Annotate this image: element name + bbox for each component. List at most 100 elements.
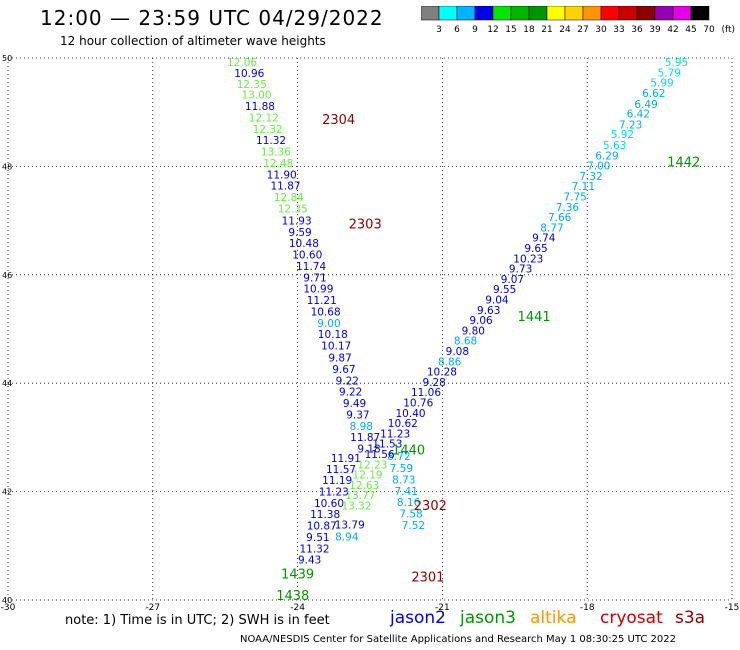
swh-value: 11.57 [326,464,356,476]
swh-value: 11.32 [299,543,329,555]
colorbar-label: 9 [472,25,478,35]
swh-value: 9.43 [298,555,321,567]
swh-value: 9.80 [462,325,485,337]
swh-value: 10.17 [321,341,351,353]
swh-value: 8.86 [438,356,462,368]
swh-value: 9.67 [332,364,355,376]
swh-value: 5.99 [650,78,673,90]
swh-value: 7.59 [390,463,413,475]
swh-value: 11.23 [380,428,410,440]
colorbar-label: 39 [649,25,661,35]
pass-label: 2303 [349,218,382,233]
colorbar-swatch [690,6,710,21]
swh-value: 10.76 [403,398,433,410]
swh-value: 9.22 [336,375,359,387]
lon-tick-label: -24 [290,603,305,613]
lat-tick-label: 48 [2,162,12,171]
colorbar-label: 33 [613,25,624,35]
swh-value: 13.79 [335,519,365,531]
lon-tick-label: -21 [435,603,450,613]
swh-value: 9.49 [343,398,366,410]
colorbar-label: 30 [595,25,607,35]
pass-label: 1439 [281,567,314,582]
swh-value: 7.36 [556,202,580,214]
lon-tick-label: -18 [580,603,595,613]
swh-value: 11.87 [271,181,301,193]
swh-value: 11.87 [350,432,380,444]
swh-value: 11.06 [411,387,441,399]
swh-value: 12.32 [253,124,283,136]
swh-value: 12.19 [353,470,383,482]
swh-value: 11.32 [256,135,286,147]
swh-value: 9.04 [485,295,509,307]
swh-value: 9.06 [469,315,493,327]
colorbar-label: 70 [703,25,715,35]
swh-value: 5.63 [603,140,626,152]
swh-value: 10.60 [314,498,344,510]
swh-value: 5.95 [665,57,688,69]
swh-value: 10.48 [289,238,319,250]
lon-tick-label: -27 [145,603,160,613]
swh-value: 6.42 [627,109,650,121]
swh-value: 6.29 [595,150,618,162]
swh-value: 10.40 [396,408,426,420]
footer-credit: NOAA/NESDIS Center for Satellite Applica… [240,634,676,645]
swh-value: 10.99 [303,284,333,296]
swh-value: 7.41 [395,486,418,498]
swh-value: 9.18 [357,444,380,456]
swh-value: 7.23 [619,119,642,131]
colorbar-label: 6 [454,25,460,35]
swh-value: 9.65 [524,243,547,255]
swh-value: 12.35 [237,79,267,91]
swh-value: 7.75 [563,192,586,204]
swh-value: 11.74 [296,261,326,273]
colorbar-label: 42 [667,25,678,35]
swh-value: 7.58 [399,509,422,521]
colorbar-unit: (ft) [721,25,735,35]
colorbar-label: 27 [577,25,588,35]
page-subtitle: 12 hour collection of altimeter wave hei… [60,34,326,48]
swh-value: 11.23 [319,486,349,498]
swh-value: 9.37 [346,409,369,421]
swh-value: 6.62 [642,88,665,100]
swh-value: 12.06 [227,57,257,69]
swh-value: 12.35 [278,203,308,215]
lat-tick-label: 42 [2,488,12,497]
swh-value: 11.90 [267,169,297,181]
swh-value: 12.23 [357,459,387,471]
colorbar-label: 18 [523,25,535,35]
swh-value: 9.59 [288,227,311,239]
satellite-cryosat: cryosat [600,608,663,628]
lat-tick-label: 40 [2,596,12,605]
swh-value: 8.73 [392,474,415,486]
color-scale-legend: 3 6 9 12 15 18 21 24 27 30 33 36 39 42 45 70 (ft) [421,6,735,35]
swh-value: 13.32 [341,500,371,512]
swh-value: 13.36 [261,147,291,159]
swh-value: 9.55 [493,284,516,296]
swh-value: 11.38 [310,509,340,521]
pass-label: 2304 [322,113,355,128]
swh-value: 11.19 [322,475,352,487]
page-title: 12:00 — 23:59 UTC 04/29/2022 [40,6,384,30]
swh-value: 7.11 [572,181,595,193]
satellite-jason2: jason2 [390,608,446,628]
satellite-altika: altika [530,608,577,628]
lat-tick-label: 44 [2,379,12,388]
swh-value: 6.49 [634,99,657,111]
swh-value: 10.68 [311,306,341,318]
swh-value: 9.51 [306,532,329,544]
swh-value: 9.73 [509,264,532,276]
pass-label: 1438 [276,589,309,604]
colorbar-label: 12 [487,25,498,35]
swh-value: 5.79 [658,67,681,79]
swh-value: 5.92 [611,129,634,141]
swh-value: 11.91 [331,453,361,465]
footer-note: note: 1) Time is in UTC; 2) SWH is in fe… [65,613,330,628]
swh-value: 12.12 [249,112,279,124]
swh-value: 12.84 [274,192,304,204]
pass-label: 1440 [392,444,425,459]
swh-value: 11.53 [372,439,402,451]
swh-value: 9.07 [501,274,524,286]
swh-value: 8.77 [540,222,563,234]
swh-value: 12.48 [263,158,293,170]
